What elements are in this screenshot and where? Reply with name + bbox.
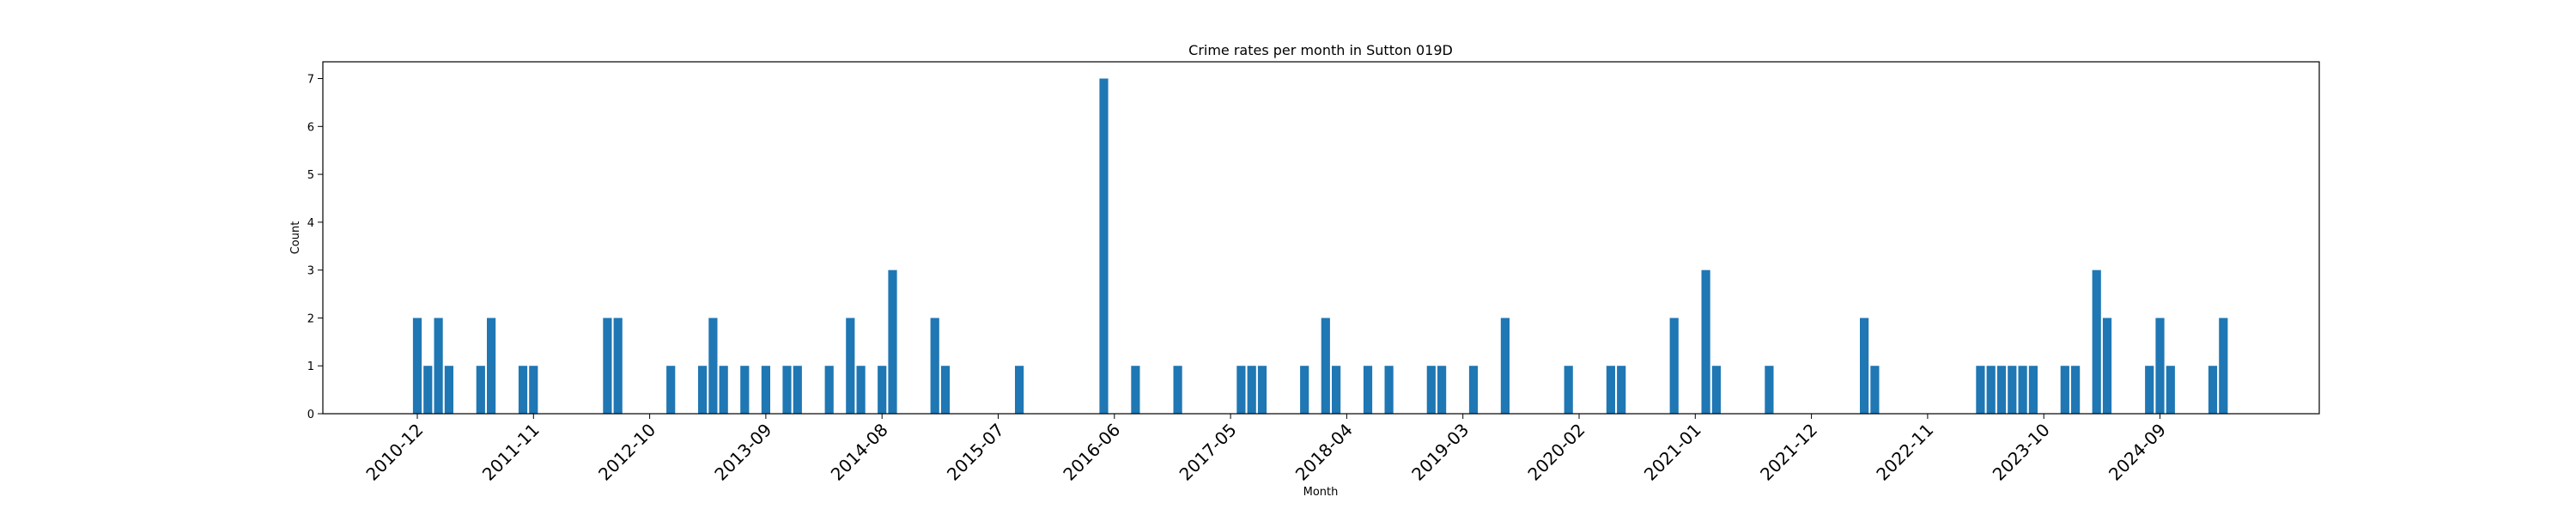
y-tick-label: 5 [307, 169, 314, 182]
bar-2016-12 [1173, 366, 1182, 414]
bar-2013-05 [719, 366, 728, 414]
bar-2011-01 [423, 366, 433, 414]
y-axis: 0 1 2 3 4 5 6 7 [307, 74, 323, 421]
bar-2017-12 [1300, 366, 1309, 414]
bar-2024-03 [2092, 270, 2101, 414]
bar-2019-01 [1437, 366, 1447, 414]
bar-2017-07 [1247, 366, 1256, 414]
y-tick-label: 1 [307, 360, 314, 373]
bar-2014-09 [888, 270, 897, 414]
bar-2011-07 [487, 318, 496, 414]
bar-2025-03 [2219, 318, 2228, 414]
bar-2024-01 [2071, 366, 2081, 414]
bar-2019-04 [1468, 366, 1479, 414]
bar-2013-03 [698, 366, 708, 414]
bar-2015-01 [930, 318, 939, 414]
bar-2015-09 [1015, 366, 1024, 414]
bar-2022-05 [1860, 318, 1869, 414]
bar-2021-03 [1711, 366, 1721, 414]
bar-2011-02 [434, 318, 443, 414]
bar-2014-05 [846, 318, 855, 414]
bar-2019-07 [1500, 318, 1510, 414]
bar-2023-04 [1976, 366, 1985, 414]
y-tick-label: 2 [307, 312, 314, 325]
bar-2018-03 [1332, 366, 1341, 414]
bar-2010-12 [412, 318, 422, 414]
bar-2011-10 [518, 366, 528, 414]
x-axis-label: Month [1303, 486, 1339, 499]
y-tick-label: 7 [307, 74, 314, 87]
bar-2014-03 [824, 366, 834, 414]
bar-2025-02 [2208, 366, 2218, 414]
bar-2011-03 [444, 366, 453, 414]
y-tick-label: 0 [307, 409, 314, 421]
bar-2013-11 [782, 366, 792, 414]
bar-2023-09 [2028, 366, 2038, 414]
bar-2020-11 [1669, 318, 1679, 414]
bar-2013-12 [793, 366, 802, 414]
bar-2023-12 [2060, 366, 2069, 414]
bar-2012-07 [613, 318, 623, 414]
bar-2023-06 [1996, 366, 2007, 414]
bar-2023-05 [1986, 366, 1996, 414]
bar-2023-08 [2018, 366, 2027, 414]
y-tick-label: 6 [307, 121, 314, 134]
bar-2024-09 [2155, 318, 2165, 414]
bar-2020-01 [1564, 366, 1573, 414]
bar-2016-08 [1131, 366, 1140, 414]
bar-2020-06 [1617, 366, 1626, 414]
bar-2013-09 [761, 366, 770, 414]
bar-2020-05 [1606, 366, 1615, 414]
bar-2011-11 [529, 366, 538, 414]
bar-2024-04 [2102, 318, 2112, 414]
y-tick-label: 3 [307, 265, 314, 278]
bar-2012-12 [666, 366, 676, 414]
bar-2024-08 [2145, 366, 2154, 414]
bar-2014-06 [856, 366, 866, 414]
bar-2015-02 [940, 366, 951, 414]
bar-2024-10 [2166, 366, 2175, 414]
bar-2016-05 [1099, 78, 1109, 415]
bar-2021-02 [1701, 270, 1710, 414]
bar-2023-07 [2008, 366, 2017, 414]
bar-2022-06 [1870, 366, 1880, 414]
bar-2018-08 [1384, 366, 1394, 414]
chart-title: Crime rates per month in Sutton 019D [1188, 42, 1453, 58]
bar-2013-07 [740, 366, 750, 414]
bar-2013-04 [708, 318, 718, 414]
plot-frame [322, 61, 2320, 415]
bar-2017-08 [1257, 366, 1267, 414]
y-tick-label: 4 [307, 217, 314, 230]
bar-2011-06 [476, 366, 485, 414]
y-axis-label: Count [289, 221, 302, 255]
bar-2014-08 [878, 366, 887, 414]
bar-2018-12 [1426, 366, 1436, 414]
bar-2012-06 [603, 318, 612, 414]
bar-2017-06 [1236, 366, 1246, 414]
bars-group [412, 78, 2228, 415]
bar-2018-06 [1363, 366, 1373, 414]
bar-2018-02 [1321, 318, 1330, 414]
bar-2021-08 [1765, 366, 1774, 414]
